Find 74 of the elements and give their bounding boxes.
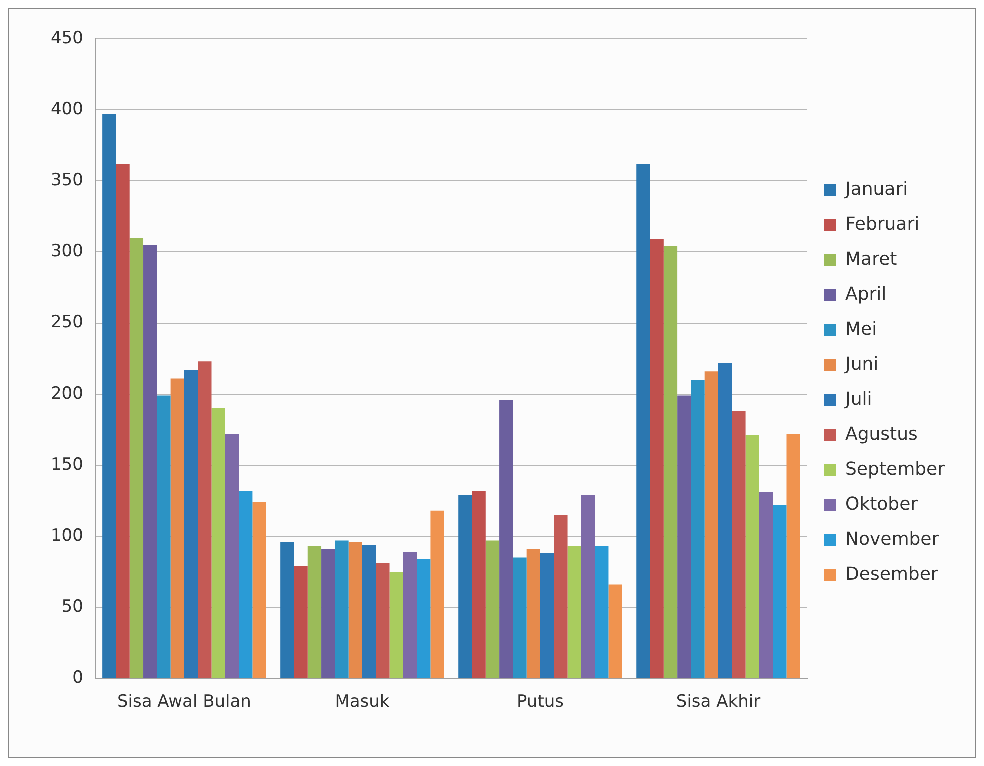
bar xyxy=(486,540,500,678)
bar xyxy=(335,540,349,678)
bar xyxy=(678,396,692,678)
bar xyxy=(116,164,130,678)
bar xyxy=(390,572,404,678)
bar xyxy=(417,559,431,678)
legend-label: Desember xyxy=(846,564,939,586)
bar xyxy=(362,544,376,678)
bar xyxy=(294,566,308,678)
bar xyxy=(308,546,322,678)
bar xyxy=(348,542,362,678)
legend-label: Juni xyxy=(844,354,879,376)
bar xyxy=(773,505,787,678)
bar xyxy=(581,495,596,678)
bar xyxy=(157,396,171,678)
bar xyxy=(513,558,527,678)
bar xyxy=(430,510,444,678)
bar xyxy=(746,436,760,678)
bar xyxy=(198,362,212,678)
y-tick-label: 250 xyxy=(50,312,84,333)
bar xyxy=(608,584,622,678)
bar xyxy=(554,515,568,678)
y-tick-label: 100 xyxy=(50,526,84,546)
bar xyxy=(403,552,418,678)
y-tick-label: 450 xyxy=(50,28,84,48)
legend-label: April xyxy=(846,284,887,306)
bar xyxy=(691,380,705,678)
y-tick-label: 50 xyxy=(62,596,84,617)
x-tick-label: Sisa Awal Bulan xyxy=(117,692,252,712)
bar xyxy=(212,408,226,678)
y-tick-label: 150 xyxy=(50,454,84,475)
x-tick-label: Putus xyxy=(516,692,564,712)
bar xyxy=(500,400,514,678)
bar xyxy=(239,490,253,678)
bar xyxy=(718,363,732,678)
bar xyxy=(786,434,800,678)
bar xyxy=(144,245,158,678)
legend-label: November xyxy=(846,529,940,550)
bar xyxy=(472,490,486,678)
y-tick-label: 400 xyxy=(50,99,84,120)
y-tick-label: 200 xyxy=(50,384,84,404)
legend-label: Agustus xyxy=(846,424,918,446)
bar xyxy=(568,546,582,678)
legend-label: September xyxy=(846,459,946,480)
legend-label: Februari xyxy=(846,214,920,236)
legend-label: Januari xyxy=(844,179,908,200)
bar xyxy=(252,502,266,678)
bar xyxy=(102,114,116,678)
bar xyxy=(526,549,540,678)
bar xyxy=(322,549,336,678)
legend-label: Oktober xyxy=(846,494,919,516)
x-tick-label: Masuk xyxy=(335,692,390,712)
bar xyxy=(732,411,746,678)
x-tick-label: Sisa Akhir xyxy=(676,692,761,712)
bar xyxy=(540,554,554,678)
bar xyxy=(184,370,198,678)
legend-label: Maret xyxy=(846,249,898,270)
bar xyxy=(664,246,678,678)
bar xyxy=(636,164,650,678)
legend-label: Mei xyxy=(846,319,878,340)
bar xyxy=(704,372,718,678)
bar xyxy=(595,546,609,678)
bar xyxy=(650,239,664,678)
bar xyxy=(376,563,390,678)
y-tick-label: 0 xyxy=(72,668,84,688)
bar xyxy=(130,238,144,678)
bar xyxy=(170,378,184,678)
legend-label: Juli xyxy=(844,389,872,410)
y-tick-label: 300 xyxy=(50,242,84,262)
bar xyxy=(280,542,294,678)
bar xyxy=(225,434,240,678)
bar xyxy=(458,495,472,678)
y-tick-label: 350 xyxy=(50,170,84,191)
bar xyxy=(759,492,774,678)
